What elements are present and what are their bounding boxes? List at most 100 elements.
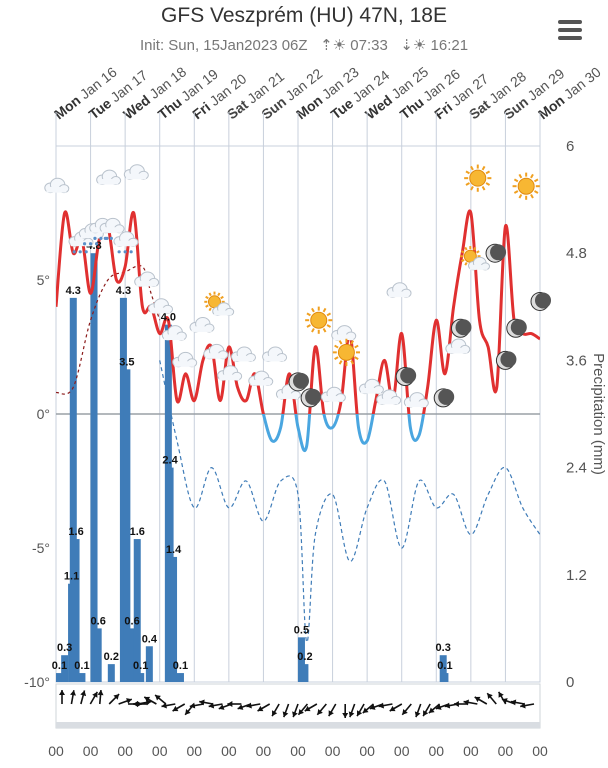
hour-label: 00 (428, 743, 444, 759)
wind-arrowhead (272, 710, 278, 717)
dewpoint-line (56, 265, 161, 395)
precip-value-label: 4.3 (116, 285, 131, 297)
cloud-icon (386, 282, 412, 298)
temp-tick-label: -5° (32, 540, 50, 556)
wind-arrowhead (463, 699, 470, 706)
menu-icon[interactable] (558, 20, 582, 44)
cloud-icon (320, 386, 346, 403)
cloud-icon (403, 392, 429, 408)
hour-label: 00 (359, 743, 375, 759)
temp-tick-label: 5° (37, 272, 50, 288)
precip-value-label: 0.1 (437, 660, 452, 672)
wind-arrowhead (92, 691, 98, 698)
wind-arrowhead (520, 702, 526, 709)
precip-axis-label: Precipitation (mm) (590, 353, 607, 475)
temp-tick-label: -10° (24, 674, 50, 690)
precip-value-label: 1.6 (130, 526, 145, 538)
precip-bar (107, 664, 115, 682)
wind-arrowhead (304, 705, 311, 712)
wind-arrowhead (97, 690, 104, 696)
hour-label: 00 (152, 743, 168, 759)
cloud-icon (203, 343, 229, 360)
wind-arrowhead (144, 696, 151, 703)
cloud-icon (358, 378, 384, 395)
moon-icon (300, 388, 322, 408)
sun-cloud-icon (460, 246, 491, 271)
precip-tick-label: 2.4 (566, 460, 587, 477)
cloud-icon (161, 325, 187, 341)
wind-arrowhead (59, 690, 65, 695)
precip-tick-label: 4.8 (566, 245, 587, 262)
wind-arrowhead (199, 699, 205, 706)
wind-arrowhead (126, 698, 132, 704)
wind-arrowhead (161, 702, 167, 709)
precip-value-label: 4.0 (161, 312, 176, 324)
wind-arrowhead (172, 705, 179, 712)
wind-row (55, 683, 541, 729)
precip-bar (123, 369, 131, 682)
sun-cloud-icon (204, 291, 235, 316)
hour-label: 00 (186, 743, 202, 759)
temperature-line-above-zero (56, 209, 540, 414)
precip-value-label: 4.3 (66, 285, 81, 297)
sun-icon (464, 164, 492, 192)
precip-tick-label: 1.2 (566, 567, 587, 584)
wind-arrowhead (292, 711, 298, 718)
cloud-icon (44, 177, 70, 194)
cloud-line (159, 360, 540, 643)
wind-arrowhead (70, 690, 76, 696)
wind-arrowhead (237, 704, 244, 710)
hour-label: 00 (394, 743, 410, 759)
temp-tick-label: 0° (37, 406, 50, 422)
cloud-snow-icon (99, 217, 125, 240)
wind-arrowhead (342, 713, 349, 718)
precip-value-label: 0.1 (133, 660, 148, 672)
precip-labels: 0.10.31.11.64.30.14.80.60.24.33.50.61.60… (52, 240, 453, 672)
cloud-icon (96, 169, 122, 186)
hour-label: 00 (532, 743, 548, 759)
cloud-icon (331, 325, 357, 341)
hour-label: 00 (221, 743, 237, 759)
hour-label: 00 (325, 743, 341, 759)
weather-icons (44, 164, 551, 408)
precip-bar (170, 556, 178, 682)
precip-value-label: 3.5 (119, 356, 134, 368)
precip-tick-label: 3.6 (566, 352, 587, 369)
wind-arrowhead (113, 694, 120, 700)
cloud-snow-icon (68, 231, 94, 254)
wind-arrowhead (389, 705, 396, 712)
precip-bar (78, 673, 86, 682)
wind-arrowhead (369, 704, 376, 710)
cloud-snow-icon (113, 231, 139, 254)
cloud-icon (123, 164, 149, 180)
precip-bar (297, 637, 305, 682)
precip-bars (56, 253, 449, 682)
precip-value-label: 0.6 (124, 615, 139, 627)
precip-bar (145, 646, 153, 682)
hour-label: 00 (463, 743, 479, 759)
cloud-icon (189, 317, 215, 333)
wind-arrowhead (487, 693, 493, 700)
wind-arrowhead (444, 702, 451, 709)
wind-arrowhead (246, 702, 252, 709)
series-lines (56, 209, 540, 643)
precip-value-label: 1.4 (166, 544, 182, 556)
precip-value-label: 0.3 (57, 642, 72, 654)
precip-value-label: 1.6 (68, 526, 83, 538)
wind-arrowhead (423, 710, 429, 717)
sunrise-time: 07:33 (350, 37, 388, 54)
precip-value-label: 0.4 (142, 633, 158, 645)
cloud-icon (445, 338, 471, 354)
page-title: GFS Veszprém (HU) 47N, 18E (161, 4, 447, 27)
hour-label: 00 (117, 743, 133, 759)
wind-arrowhead (218, 704, 225, 710)
moon-icon (450, 318, 472, 338)
axes: 5° 0° -5° -10° 6 4.8 3.6 2.4 1.2 0 Precipitation (… (24, 138, 607, 691)
precip-bar (176, 673, 184, 682)
precip-bar (69, 297, 77, 682)
precip-value-label: 0.2 (104, 651, 119, 663)
wind-arrowhead (208, 702, 215, 709)
temperature-line-below-zero (261, 414, 426, 453)
wind-arrowhead (414, 711, 421, 718)
